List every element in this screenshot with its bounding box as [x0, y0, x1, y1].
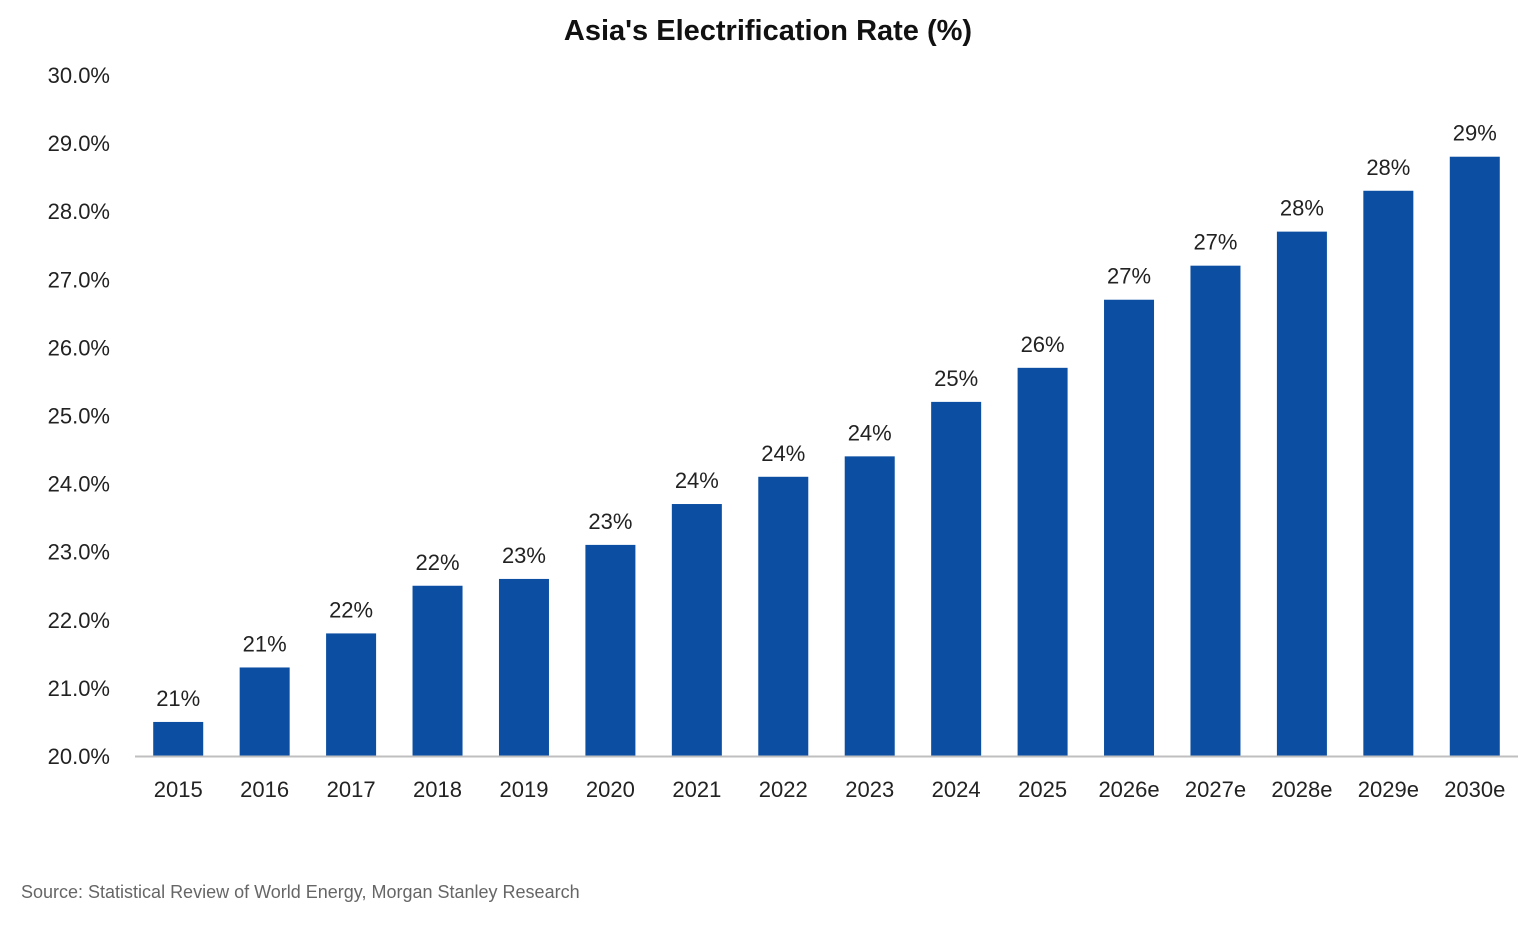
data-label: 24%: [848, 420, 892, 445]
data-label: 22%: [416, 550, 460, 575]
y-tick-label: 20.0%: [48, 744, 110, 769]
data-label: 28%: [1280, 196, 1324, 221]
data-label: 28%: [1366, 155, 1410, 180]
bar: [153, 721, 204, 756]
x-tick-label: 2022: [759, 777, 808, 802]
x-tick-label: 2027e: [1185, 777, 1246, 802]
data-label: 24%: [675, 468, 719, 493]
source-note: Source: Statistical Review of World Ener…: [21, 882, 580, 902]
data-label: 24%: [761, 441, 805, 466]
x-tick-label: 2020: [586, 777, 635, 802]
data-label: 21%: [156, 686, 200, 711]
bar: [1276, 231, 1327, 756]
bar: [1104, 299, 1155, 756]
bar: [1363, 190, 1414, 756]
y-tick-label: 28.0%: [48, 199, 110, 224]
x-tick-label: 2028e: [1271, 777, 1332, 802]
y-axis: 20.0% 21.0% 22.0% 23.0% 24.0% 25.0% 26.0% 27.0%…: [48, 63, 110, 769]
bar: [1017, 367, 1068, 756]
y-tick-label: 22.0%: [48, 608, 110, 633]
x-tick-label: 2029e: [1358, 777, 1419, 802]
data-label: 22%: [329, 597, 373, 622]
bar: [326, 633, 377, 756]
data-label: 26%: [1021, 332, 1065, 357]
x-tick-label: 2015: [154, 777, 203, 802]
bar: [844, 456, 895, 756]
chart-title: Asia's Electrification Rate (%): [564, 15, 972, 47]
y-tick-label: 23.0%: [48, 540, 110, 565]
bar: [671, 504, 722, 756]
bar: [412, 585, 463, 756]
data-label: 27%: [1107, 264, 1151, 289]
data-label: 21%: [243, 631, 287, 656]
x-tick-label: 2016: [240, 777, 289, 802]
y-tick-label: 26.0%: [48, 335, 110, 360]
x-tick-label: 2030e: [1444, 777, 1505, 802]
x-tick-label: 2023: [845, 777, 894, 802]
data-label: 27%: [1193, 230, 1237, 255]
y-tick-label: 24.0%: [48, 472, 110, 497]
bar-chart: Asia's Electrification Rate (%) 20.0% 21.…: [48, 15, 1518, 802]
x-tick-label: 2026e: [1098, 777, 1159, 802]
y-tick-label: 25.0%: [48, 404, 110, 429]
bar: [239, 667, 290, 756]
x-tick-label: 2018: [413, 777, 462, 802]
y-tick-label: 29.0%: [48, 131, 110, 156]
x-tick-label: 2019: [499, 777, 548, 802]
bar: [931, 401, 982, 756]
x-tick-label: 2021: [672, 777, 721, 802]
x-tick-label: 2017: [327, 777, 376, 802]
y-tick-label: 21.0%: [48, 676, 110, 701]
x-tick-label: 2025: [1018, 777, 1067, 802]
y-tick-label: 27.0%: [48, 267, 110, 292]
bar: [585, 544, 636, 756]
bar: [1190, 265, 1241, 756]
x-tick-label: 2024: [932, 777, 981, 802]
data-label: 23%: [502, 543, 546, 568]
bars: [153, 156, 1500, 757]
data-label: 25%: [934, 366, 978, 391]
data-labels: 21% 21% 22% 22% 23% 23% 24% 24% 24% 25% 26% 27% 27% 2…: [156, 121, 1497, 711]
y-tick-label: 30.0%: [48, 63, 110, 88]
data-label: 23%: [588, 509, 632, 534]
x-axis: 2015 2016 2017 2018 2019 2020 2021 2022 2023 2024…: [135, 755, 1518, 802]
bar: [1449, 156, 1500, 757]
data-label: 29%: [1453, 121, 1497, 146]
bar: [498, 578, 549, 756]
bar: [758, 476, 809, 756]
